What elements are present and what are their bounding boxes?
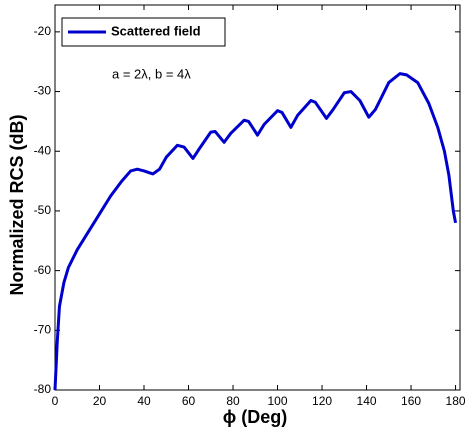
x-tick-label: 60 [182, 394, 196, 408]
y-tick-label: -40 [34, 143, 52, 157]
x-tick-label: 120 [312, 394, 332, 408]
line-series [53, 72, 458, 391]
x-tick-label: 40 [137, 394, 151, 408]
x-tick-label: 100 [268, 394, 288, 408]
y-axis-label: Normalized RCS (dB) [7, 114, 27, 295]
x-tick-label: 140 [357, 394, 377, 408]
y-tick-label: -50 [34, 203, 52, 217]
annotation: a = 2λ, b = 4λ [112, 66, 191, 81]
y-tick-label: -60 [34, 263, 52, 277]
x-tick-label: 0 [52, 394, 59, 408]
x-tick-label: 80 [226, 394, 240, 408]
plot-frame [54, 4, 461, 391]
y-tick-label: -70 [34, 322, 52, 336]
x-axis-label: ϕ (Deg) [223, 407, 288, 427]
y-tick-label: -80 [34, 382, 52, 396]
y-tick-label: -30 [34, 84, 52, 98]
x-tick-label: 160 [401, 394, 421, 408]
y-tick-label: -20 [34, 24, 52, 38]
legend-label: Scattered field [111, 23, 201, 38]
x-tick-label: 180 [446, 394, 466, 408]
x-tick-label: 20 [93, 394, 107, 408]
